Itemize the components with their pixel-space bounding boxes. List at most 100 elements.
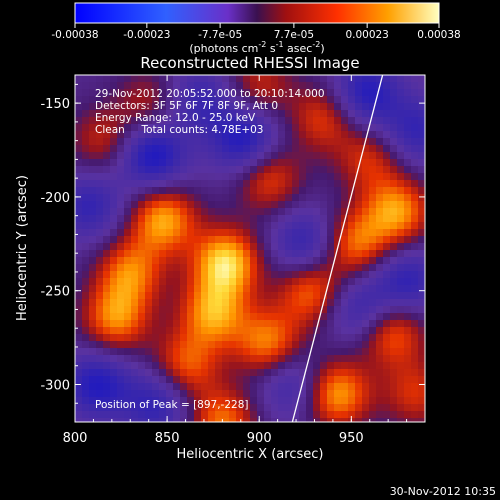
heatmap-cell	[341, 390, 349, 398]
heatmap-cell	[355, 257, 363, 265]
heatmap-cell	[124, 390, 132, 398]
heatmap-cell	[75, 334, 83, 342]
heatmap-cell	[334, 306, 342, 314]
heatmap-cell	[376, 355, 384, 363]
heatmap-cell	[138, 313, 146, 321]
heatmap-cell	[222, 222, 230, 230]
heatmap-cell	[341, 320, 349, 328]
heatmap-cell	[271, 306, 279, 314]
heatmap-cell	[383, 229, 391, 237]
heatmap-cell	[145, 194, 153, 202]
heatmap-cell	[110, 369, 118, 377]
heatmap-cell	[411, 180, 419, 188]
heatmap-cell	[152, 215, 160, 223]
heatmap-cell	[124, 404, 132, 412]
heatmap-cell	[229, 418, 237, 422]
heatmap-cell	[124, 236, 132, 244]
heatmap-cell	[376, 159, 384, 167]
heatmap-cell	[215, 229, 223, 237]
heatmap-cell	[124, 362, 132, 370]
heatmap-cell	[334, 369, 342, 377]
heatmap-cell	[264, 271, 272, 279]
heatmap-cell	[418, 327, 425, 335]
heatmap-cell	[166, 250, 174, 258]
heatmap-cell	[96, 271, 104, 279]
heatmap-cell	[187, 201, 195, 209]
heatmap-cell	[89, 201, 97, 209]
heatmap-cell	[369, 376, 377, 384]
heatmap-cell	[348, 390, 356, 398]
heatmap-cell	[138, 215, 146, 223]
heatmap-cell	[411, 187, 419, 195]
heatmap-cell	[229, 243, 237, 251]
heatmap-cell	[159, 159, 167, 167]
heatmap-cell	[271, 75, 279, 83]
heatmap-cell	[96, 89, 104, 97]
heatmap-cell	[411, 313, 419, 321]
heatmap-cell	[292, 166, 300, 174]
heatmap-cell	[390, 383, 398, 391]
heatmap-cell	[173, 201, 181, 209]
heatmap-cell	[362, 194, 370, 202]
heatmap-cell	[180, 390, 188, 398]
heatmap-cell	[362, 250, 370, 258]
heatmap-cell	[124, 397, 132, 405]
heatmap-cell	[138, 194, 146, 202]
heatmap-cell	[313, 299, 321, 307]
heatmap-cell	[418, 383, 425, 391]
heatmap-cell	[229, 264, 237, 272]
heatmap-cell	[362, 369, 370, 377]
heatmap-cell	[341, 257, 349, 265]
heatmap-cell	[159, 145, 167, 153]
heatmap-cell	[201, 131, 209, 139]
heatmap-cell	[124, 292, 132, 300]
heatmap-cell	[355, 131, 363, 139]
heatmap-cell	[96, 334, 104, 342]
heatmap-cell	[362, 243, 370, 251]
heatmap-cell	[327, 75, 335, 83]
heatmap-cell	[194, 313, 202, 321]
heatmap-cell	[201, 411, 209, 419]
heatmap-cell	[222, 194, 230, 202]
heatmap-cell	[159, 306, 167, 314]
heatmap-cell	[152, 355, 160, 363]
heatmap-cell	[299, 362, 307, 370]
heatmap-cell	[152, 306, 160, 314]
heatmap-cell	[327, 285, 335, 293]
heatmap-cell	[299, 397, 307, 405]
heatmap-cell	[285, 173, 293, 181]
heatmap-cell	[355, 411, 363, 419]
heatmap-cell	[159, 376, 167, 384]
heatmap-cell	[215, 236, 223, 244]
heatmap-cell	[397, 243, 405, 251]
heatmap-cell	[187, 215, 195, 223]
heatmap-cell	[376, 341, 384, 349]
heatmap-cell	[117, 89, 125, 97]
heatmap-cell	[355, 250, 363, 258]
heatmap-cell	[173, 96, 181, 104]
heatmap-cell	[355, 383, 363, 391]
heatmap-cell	[362, 313, 370, 321]
heatmap-cell	[222, 383, 230, 391]
heatmap-cell	[355, 82, 363, 90]
heatmap-cell	[236, 124, 244, 132]
heatmap-cell	[397, 152, 405, 160]
heatmap-cell	[411, 89, 419, 97]
heatmap-cell	[271, 362, 279, 370]
heatmap-cell	[131, 180, 139, 188]
heatmap-cell	[103, 313, 111, 321]
heatmap-cell	[390, 180, 398, 188]
heatmap-cell	[173, 299, 181, 307]
heatmap-cell	[222, 110, 230, 118]
heatmap-cell	[194, 201, 202, 209]
heatmap-cell	[131, 96, 139, 104]
heatmap-cell	[243, 362, 251, 370]
heatmap-cell	[166, 215, 174, 223]
heatmap-cell	[299, 229, 307, 237]
heatmap-cell	[159, 117, 167, 125]
heatmap-cell	[75, 187, 83, 195]
heatmap-cell	[145, 159, 153, 167]
heatmap-cell	[404, 89, 412, 97]
heatmap-cell	[369, 117, 377, 125]
heatmap-cell	[341, 362, 349, 370]
